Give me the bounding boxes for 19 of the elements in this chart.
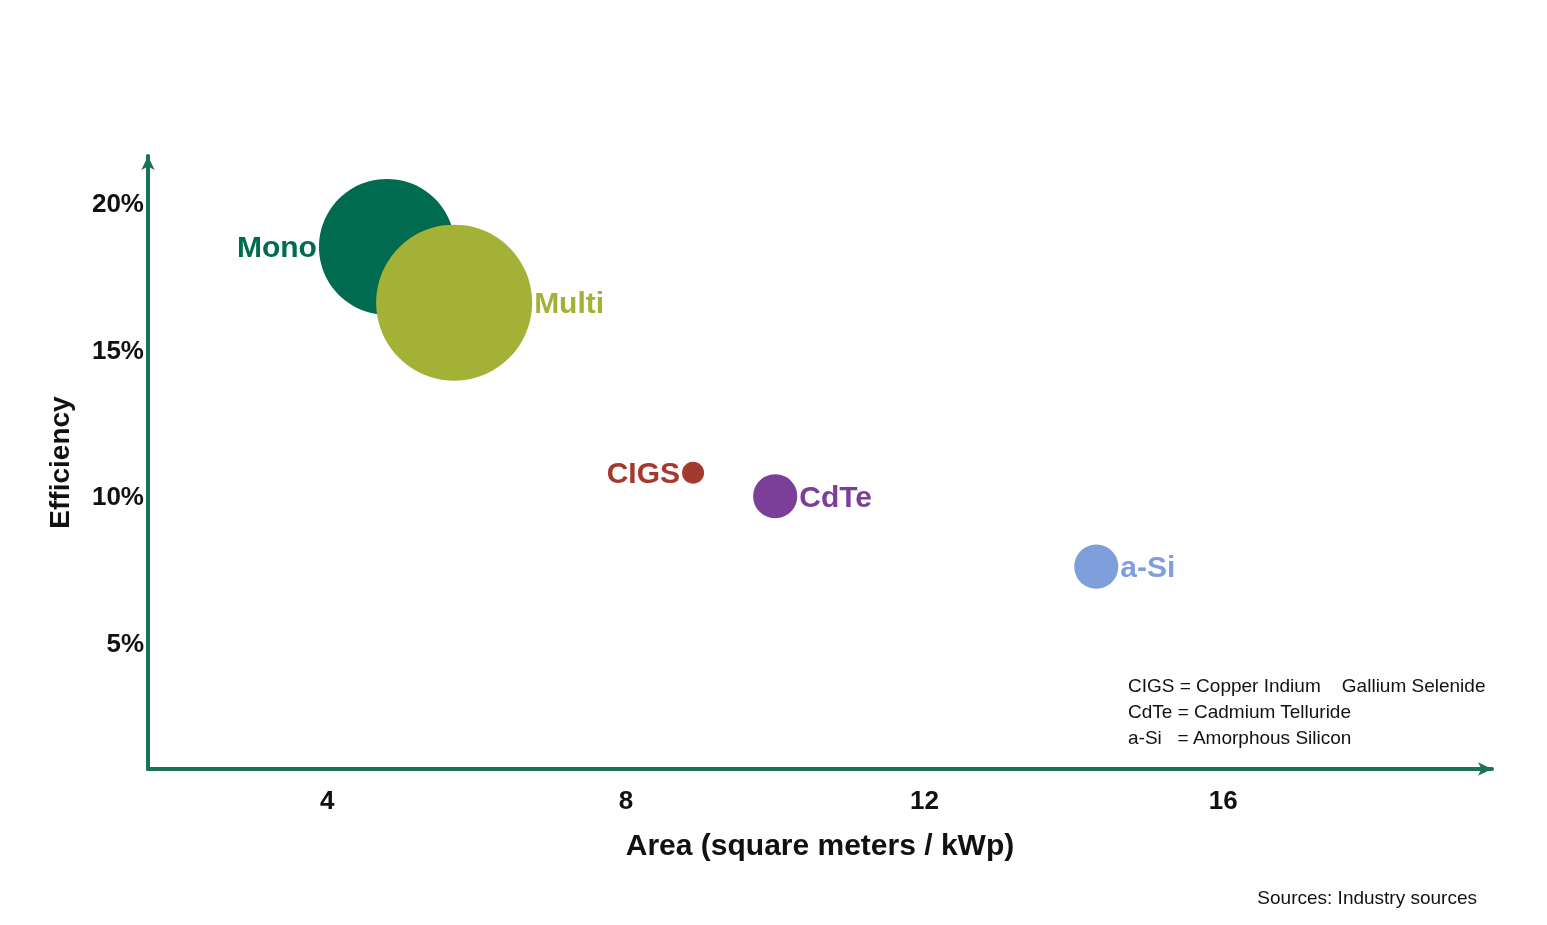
y-tick-label: 5% [106, 627, 144, 658]
x-tick-label: 4 [319, 785, 335, 815]
series-label: CdTe [799, 479, 873, 513]
annotation: CIGS = Copper Indium Gallium Selenide [1128, 675, 1486, 696]
x-tick-label: 8 [618, 785, 634, 815]
y-tick-label: 20% [91, 187, 144, 218]
x-tick-label: 16 [1208, 785, 1238, 815]
series-label: CIGS [606, 456, 681, 490]
x-axis-title: Area (square meters / kWp) [625, 827, 1015, 861]
y-tick-label: 15% [91, 334, 144, 365]
y-tick-label: 10% [91, 481, 144, 512]
x-tick-label: 12 [910, 785, 939, 815]
annotation: CdTe = Cadmium Telluride [1128, 701, 1351, 722]
y-axis-title: Efficiency [43, 395, 75, 529]
series-label: a-Si [1120, 550, 1176, 584]
annotation: a-Si = Amorphous Silicon [1128, 727, 1352, 748]
series-label: Mono [236, 230, 317, 264]
series-label: Multi [534, 286, 605, 320]
source-note: Sources: Industry sources [1257, 887, 1478, 908]
